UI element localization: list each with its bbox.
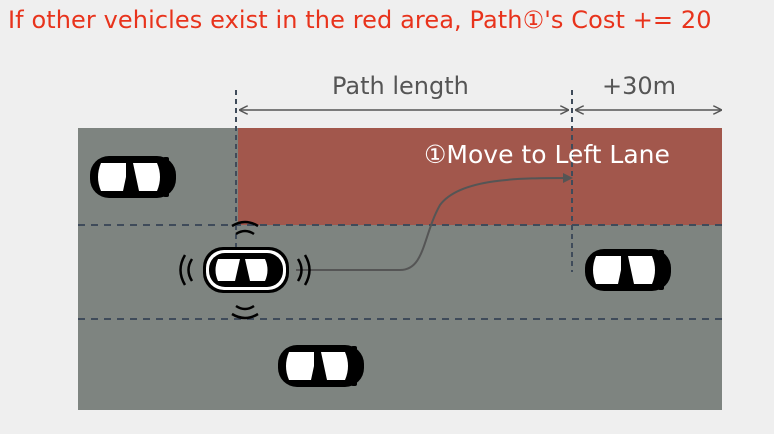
diagram-title: If other vehicles exist in the red area,…	[8, 6, 712, 34]
car-icon	[278, 345, 364, 387]
sensor-wave-icon	[179, 220, 311, 320]
extra-distance-label: +30m	[602, 72, 677, 100]
planned-path	[296, 173, 573, 271]
maneuver-label: ①Move to Left Lane	[424, 140, 670, 169]
car-icon	[585, 249, 671, 291]
car-icon	[90, 156, 176, 198]
path-length-label: Path length	[332, 72, 469, 100]
ego-vehicle	[203, 247, 289, 293]
red-area	[238, 128, 722, 225]
